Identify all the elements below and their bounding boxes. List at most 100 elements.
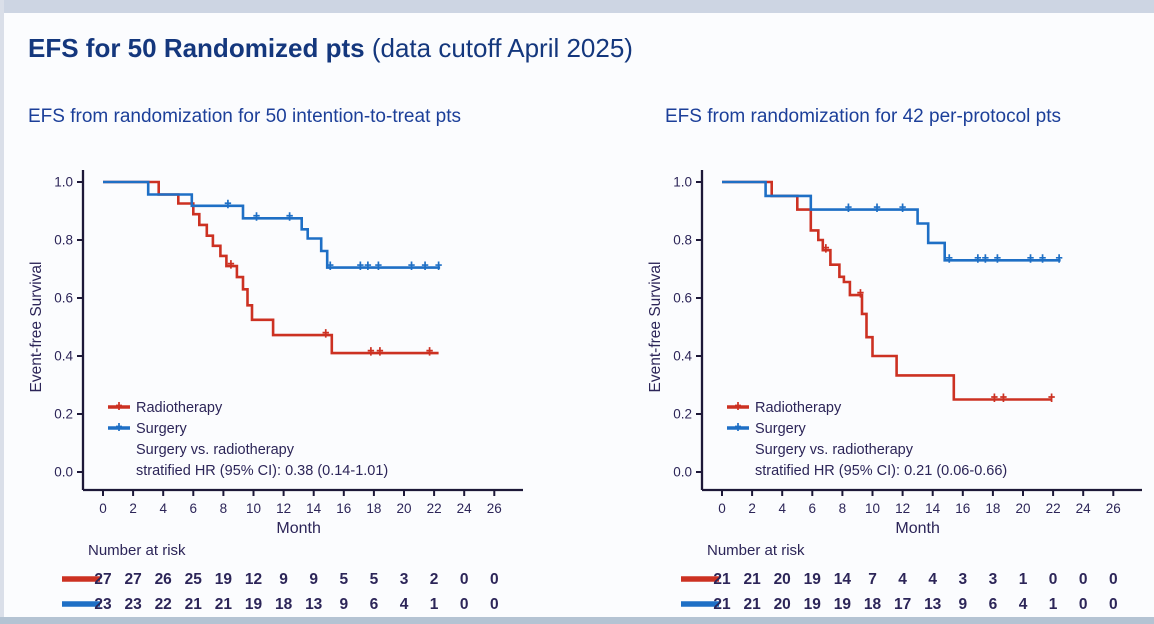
censor-mark [899, 203, 906, 213]
censor-mark [364, 261, 372, 271]
x-tick-label: 12 [895, 501, 910, 516]
legend-label: Radiotherapy [136, 400, 223, 416]
legend-marker-censor [116, 402, 122, 410]
censor-mark [982, 254, 989, 263]
axes-lines [700, 170, 1142, 492]
at-risk-value: 18 [275, 596, 293, 613]
y-tick-label: 0.6 [673, 291, 692, 306]
at-risk-value: 19 [834, 596, 852, 613]
censor-mark [1048, 393, 1055, 402]
at-risk-value: 12 [245, 571, 262, 588]
at-risk-value: 19 [215, 571, 233, 588]
at-risk-value: 21 [185, 596, 203, 613]
x-tick-label: 14 [306, 501, 322, 516]
hr-note-line: stratified HR (95% CI): 0.21 (0.06-0.66) [755, 463, 1007, 479]
x-tick-label: 20 [1015, 501, 1030, 516]
x-tick-label: 10 [865, 501, 880, 516]
at-risk-value: 21 [215, 596, 233, 613]
x-tick-label: 0 [99, 501, 107, 516]
censor-mark [991, 393, 998, 402]
at-risk-value: 3 [400, 571, 409, 588]
chart-subtitle-per-protocol: EFS from randomization for 42 per-protoc… [665, 106, 1062, 127]
km-chart-per-protocol: EFS from randomization for 42 per-protoc… [644, 100, 1149, 618]
censor-mark [376, 347, 384, 356]
x-tick-label: 22 [427, 501, 442, 516]
at-risk-value: 0 [460, 571, 469, 588]
at-risk-value: 4 [1019, 596, 1028, 613]
y-tick-label: 0.4 [54, 349, 73, 364]
censor-mark [327, 261, 334, 271]
hr-note-line: Surgery vs. radiotherapy [136, 442, 295, 458]
at-risk-value: 27 [124, 571, 141, 588]
x-tick-label: 10 [246, 501, 261, 516]
censor-mark [845, 203, 852, 213]
axes-lines [81, 170, 523, 492]
at-risk-value: 0 [1079, 596, 1088, 613]
at-risk-value: 21 [743, 596, 761, 613]
at-risk-value: 27 [94, 571, 111, 588]
at-risk-value: 5 [339, 571, 348, 588]
at-risk-value: 18 [864, 596, 882, 613]
slide-left-border [0, 0, 4, 624]
at-risk-value: 3 [958, 571, 967, 588]
x-tick-label: 14 [925, 501, 941, 516]
x-tick-label: 2 [129, 501, 137, 516]
censor-mark [822, 244, 830, 253]
at-risk-value: 3 [989, 571, 998, 588]
censor-mark [367, 347, 375, 356]
x-tick-label: 2 [748, 501, 756, 516]
x-tick-label: 18 [985, 501, 1000, 516]
x-tick-label: 6 [190, 501, 198, 516]
x-axis-title: Month [895, 520, 939, 537]
at-risk-value: 4 [400, 596, 409, 613]
at-risk-value: 0 [1049, 571, 1058, 588]
hr-note-line: Surgery vs. radiotherapy [755, 442, 914, 458]
censor-mark [322, 329, 329, 338]
censor-mark [227, 260, 235, 269]
censor-mark [873, 203, 881, 213]
x-tick-label: 6 [809, 501, 817, 516]
at-risk-value: 0 [490, 571, 499, 588]
at-risk-value: 9 [339, 596, 348, 613]
x-tick-label: 4 [778, 501, 786, 516]
censor-mark [435, 261, 442, 271]
km-chart-itt: EFS from randomization for 50 intention-… [25, 100, 530, 618]
curve-surgery [103, 180, 441, 269]
at-risk-value: 26 [155, 571, 173, 588]
at-risk-label: Number at risk [88, 542, 186, 559]
x-tick-label: 20 [396, 501, 411, 516]
at-risk-value: 17 [894, 596, 911, 613]
y-tick-label: 1.0 [673, 175, 692, 190]
chart-subtitle-itt: EFS from randomization for 50 intention-… [28, 106, 461, 127]
at-risk-value: 20 [774, 571, 791, 588]
censor-mark [857, 289, 864, 298]
x-tick-label: 4 [159, 501, 167, 516]
at-risk-value: 19 [804, 571, 822, 588]
censor-mark [946, 254, 953, 263]
at-risk-value: 7 [868, 571, 877, 588]
censor-mark [994, 254, 1001, 263]
at-risk-value: 23 [94, 596, 112, 613]
legend-marker-censor [735, 423, 741, 431]
at-risk-value: 21 [713, 596, 731, 613]
y-tick-label: 0.8 [54, 233, 73, 248]
at-risk-value: 19 [245, 596, 263, 613]
y-tick-label: 0.2 [54, 407, 73, 422]
at-risk-value: 21 [743, 571, 761, 588]
at-risk-value: 14 [834, 571, 852, 588]
at-risk-value: 20 [774, 596, 791, 613]
at-risk-value: 4 [898, 571, 907, 588]
page-title-suffix: (data cutoff April 2025) [364, 33, 633, 64]
x-tick-label: 12 [276, 501, 291, 516]
x-tick-label: 16 [955, 501, 970, 516]
at-risk-value: 1 [1019, 571, 1028, 588]
at-risk-value: 9 [958, 596, 967, 613]
censor-mark [1027, 254, 1034, 263]
at-risk-value: 6 [989, 596, 998, 613]
hr-note-line: stratified HR (95% CI): 0.38 (0.14-1.01) [136, 463, 388, 479]
x-tick-label: 8 [220, 501, 228, 516]
at-risk-value: 0 [1109, 596, 1118, 613]
y-tick-label: 0.0 [673, 465, 692, 480]
censor-mark [253, 212, 260, 221]
